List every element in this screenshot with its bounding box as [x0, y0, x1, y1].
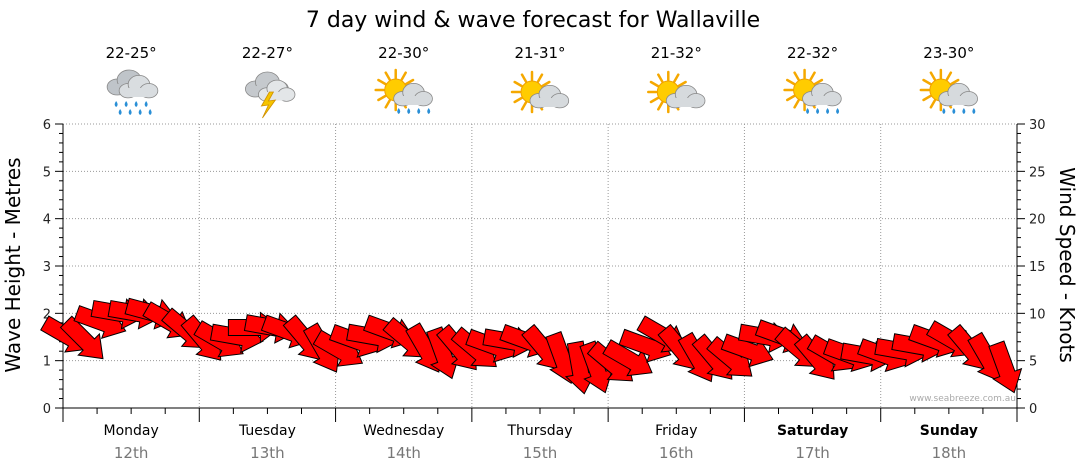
temperature-range: 22-25° [106, 44, 157, 62]
left-tick-label: 5 [43, 165, 51, 180]
rain-drops [806, 108, 840, 114]
sun-cloud-icon [647, 70, 706, 114]
rain-drops [114, 101, 152, 115]
cloud-shape [258, 79, 296, 102]
date-label: 16th [659, 444, 693, 462]
weather-icons [106, 68, 978, 119]
cloud-shape [665, 85, 706, 109]
sun-cloud-rain-icon [783, 68, 842, 114]
watermark-text: www.seabreeze.com.au [909, 394, 1016, 404]
left-tick-label: 0 [43, 402, 51, 417]
right-tick-labels: 0 5 10 15 20 25 30 [1029, 118, 1046, 417]
day-label: Friday [655, 423, 697, 439]
wind-arrow [59, 315, 104, 360]
date-label: 17th [795, 444, 829, 462]
cloud-shape [529, 85, 570, 109]
temperature-range: 22-27° [242, 44, 293, 62]
temperature-range: 22-30° [378, 44, 429, 62]
day-label: Wednesday [363, 423, 444, 439]
sun-cloud-rain-icon [919, 68, 978, 114]
cloud-shape [938, 83, 978, 107]
right-tick-label: 15 [1029, 260, 1046, 275]
left-tick-label: 4 [43, 213, 51, 228]
right-tick-label: 20 [1029, 213, 1046, 228]
left-tick-label: 2 [43, 307, 51, 322]
rain-drops [397, 108, 431, 114]
right-tick-label: 30 [1029, 118, 1046, 133]
left-tick-labels: 0 1 2 3 4 5 6 [43, 118, 51, 417]
day-label: Thursday [506, 423, 572, 439]
left-tick-label: 1 [43, 355, 51, 370]
date-label: 15th [523, 444, 557, 462]
cloud-shape [393, 83, 433, 107]
day-label: Saturday [777, 423, 848, 439]
temperature-range: 22-32° [787, 44, 838, 62]
temperature-range: 23-30° [923, 44, 974, 62]
date-label: 18th [932, 444, 966, 462]
left-axis-title: Wave Height - Metres [1, 157, 25, 372]
chart-title: 7 day wind & wave forecast for Wallavill… [306, 8, 760, 33]
thunderstorm-cloud-icon [245, 71, 296, 119]
cloud-shape [118, 75, 159, 99]
temperature-range: 21-31° [514, 44, 565, 62]
day-label: Monday [104, 423, 159, 439]
grid-lines [63, 123, 1017, 408]
right-tick-label: 10 [1029, 307, 1046, 322]
left-tick-label: 3 [43, 260, 51, 275]
heavy-rain-cloud-icon [106, 69, 159, 115]
day-columns: 22-25° Monday 12th 22-27° Tuesday 13th 22-30° W… [104, 44, 978, 462]
chart-axes [55, 123, 1025, 422]
right-tick-label: 5 [1029, 355, 1037, 370]
lightning-bolt [260, 91, 277, 119]
sun-cloud-icon [510, 70, 570, 114]
right-tick-label: 25 [1029, 165, 1046, 180]
date-label: 12th [114, 444, 148, 462]
day-label: Sunday [920, 423, 978, 439]
left-tick-label: 6 [43, 118, 51, 133]
wind-series [40, 297, 1023, 395]
rain-drops [942, 108, 976, 114]
wind-arrow [426, 326, 461, 380]
wind-arrow [602, 339, 653, 377]
cloud-shape [802, 83, 842, 107]
temperature-range: 21-32° [651, 44, 702, 62]
right-axis-title: Wind Speed - Knots [1055, 167, 1079, 363]
date-label: 13th [250, 444, 284, 462]
day-label: Tuesday [238, 423, 296, 439]
date-label: 14th [386, 444, 420, 462]
right-tick-label: 0 [1029, 402, 1037, 417]
wind-arrow [988, 340, 1023, 394]
sun-cloud-rain-icon [374, 68, 433, 114]
